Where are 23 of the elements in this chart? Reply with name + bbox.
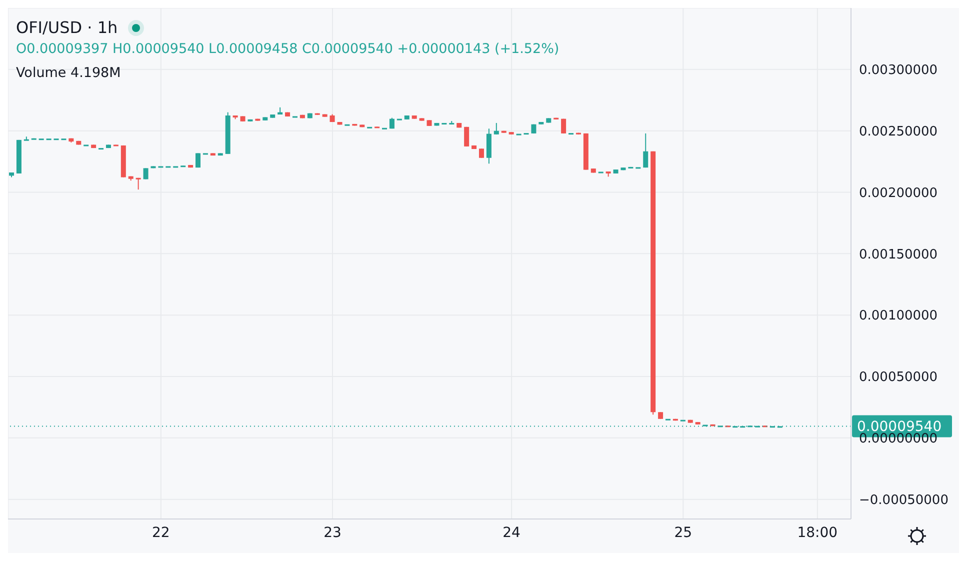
annotation: Volume 4.198M (16, 65, 122, 81)
y-tick-label: 0.00200000 (859, 186, 938, 201)
candlestick (643, 132, 648, 168)
x-tick-label: 23 (324, 524, 342, 541)
x-tick-label: 22 (152, 524, 170, 541)
candlestick (449, 120, 454, 124)
y-tick-label: 0.00150000 (859, 247, 938, 262)
candlestick (24, 136, 29, 141)
y-tick-label: 0.00250000 (859, 124, 938, 140)
candlestick (464, 126, 470, 147)
y-tick-label: −0.00050000 (859, 492, 948, 508)
y-tick-label: 0.00100000 (859, 308, 938, 324)
x-tick-label: 18:00 (797, 524, 838, 541)
candlestick (196, 152, 201, 168)
y-tick-label: 0.00300000 (859, 63, 938, 78)
candlestick (478, 148, 484, 158)
x-tick-label: 24 (502, 524, 521, 541)
y-tick-label: 0.00050000 (859, 370, 938, 386)
candlestick (494, 122, 499, 135)
x-tick-label: 25 (674, 524, 692, 541)
text: OFI/USD · 1h (16, 18, 118, 37)
candlestick (561, 118, 566, 134)
text: O0.00009397 H0.00009540 L0.00009458 C0.00009540 +0.00000143 (+1.52%) (16, 41, 560, 57)
